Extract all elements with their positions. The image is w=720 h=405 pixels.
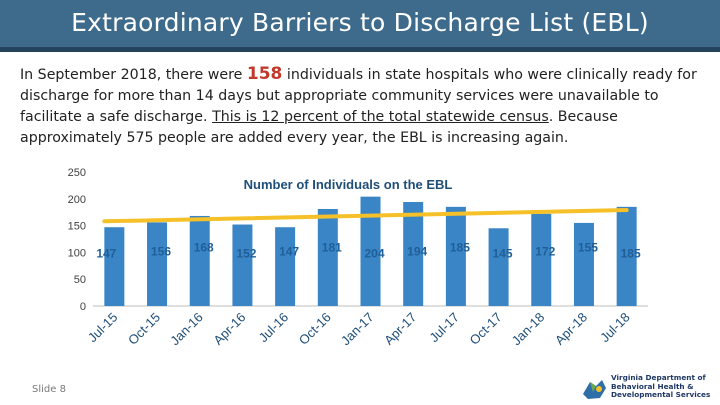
y-tick-label: 200: [68, 194, 86, 206]
bar: [147, 222, 168, 306]
data-label: 145: [493, 246, 513, 260]
bar: [445, 206, 466, 306]
bar: [275, 227, 296, 306]
data-label: 194: [407, 244, 427, 258]
x-tick-label: Apr-16: [210, 310, 248, 348]
y-tick-label: 250: [68, 167, 86, 179]
y-tick-label: 0: [80, 301, 86, 313]
org-line-2: Behavioral Health &: [611, 381, 694, 391]
slide-title: Extraordinary Barriers to Discharge List…: [71, 8, 649, 37]
bar: [104, 227, 125, 306]
data-label: 185: [621, 246, 641, 260]
bar: [317, 208, 338, 306]
ebl-chart: 0 50 100 150 200 250 147 156 168 152 147 181 204 194 1…: [68, 167, 648, 349]
bar: [403, 202, 424, 306]
org-line-3: Developmental Services: [611, 390, 711, 400]
bar: [360, 196, 381, 306]
x-tick-label: Apr-18: [552, 310, 590, 348]
data-label: 155: [578, 240, 598, 254]
x-tick-label: Jan-18: [509, 310, 548, 349]
intro-text-3: . Because approximately 575 people are a…: [20, 109, 618, 146]
x-tick-label: Apr-17: [381, 310, 419, 348]
data-label: 152: [236, 246, 256, 260]
x-tick-label: Oct-16: [296, 310, 334, 348]
data-label: 204: [364, 246, 384, 260]
x-tick-label: Jan-16: [167, 310, 206, 349]
bar: [232, 224, 253, 306]
x-tick-label: Oct-15: [125, 310, 163, 348]
title-bar: Extraordinary Barriers to Discharge List…: [0, 0, 720, 52]
trend-line: [102, 208, 629, 224]
virginia-map-icon: [580, 374, 608, 402]
x-tick-label: Jan-17: [338, 310, 377, 349]
bar: [189, 215, 210, 306]
bar: [531, 213, 552, 306]
org-line-1: Virginia Department of: [611, 373, 706, 382]
bar: [488, 228, 509, 306]
x-tick-label: Jul-15: [85, 310, 121, 346]
intro-text-1: In September 2018, there were: [20, 67, 247, 83]
intro-underlined: This is 12 percent of the total statewid…: [212, 109, 549, 125]
intro-text-2: individuals in state hospitals who were …: [20, 67, 697, 125]
bar: [573, 222, 594, 306]
data-label: 172: [535, 244, 555, 258]
y-tick-label: 100: [68, 247, 86, 259]
data-label: 147: [96, 246, 116, 260]
dbhds-logo: Virginia Department of Behavioral Health…: [580, 372, 720, 405]
data-label: 156: [151, 244, 171, 258]
chart-title: Number of Individuals on the EBL: [244, 177, 453, 192]
data-label: 181: [322, 240, 342, 254]
data-label: 168: [194, 240, 214, 254]
highlight-count: 158: [246, 64, 283, 84]
x-tick-label: Oct-17: [467, 310, 505, 348]
x-tick-label: Jul-18: [597, 310, 633, 346]
y-tick-label: 150: [68, 221, 86, 233]
intro-paragraph: In September 2018, there were 158 indivi…: [20, 64, 708, 149]
slide-number: Slide 8: [32, 384, 66, 395]
data-label: 147: [279, 244, 299, 258]
bar: [616, 206, 637, 306]
x-tick-label: Jul-17: [426, 310, 462, 346]
x-tick-label: Jul-16: [256, 310, 292, 346]
data-label: 185: [450, 240, 470, 254]
org-name: Virginia Department of Behavioral Health…: [611, 373, 711, 400]
y-tick-label: 50: [74, 274, 86, 286]
